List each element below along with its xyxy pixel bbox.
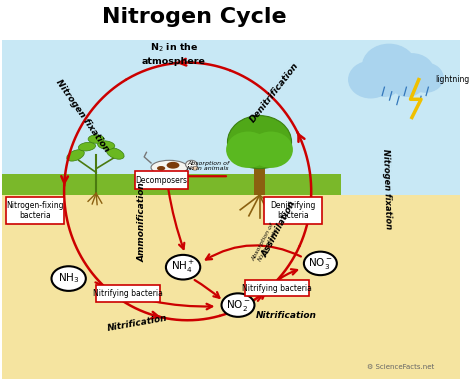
Ellipse shape	[107, 148, 124, 159]
Ellipse shape	[186, 160, 197, 169]
FancyBboxPatch shape	[264, 197, 322, 224]
FancyBboxPatch shape	[96, 285, 160, 302]
Text: Nitrification: Nitrification	[107, 313, 168, 333]
Text: Nitrifying bacteria: Nitrifying bacteria	[242, 283, 312, 293]
Text: NO$_3^-$: NO$_3^-$	[308, 256, 333, 271]
Circle shape	[390, 54, 434, 90]
Ellipse shape	[52, 266, 86, 291]
FancyBboxPatch shape	[7, 197, 64, 224]
Circle shape	[369, 70, 400, 96]
Ellipse shape	[78, 143, 96, 151]
Ellipse shape	[304, 252, 337, 275]
Ellipse shape	[166, 162, 180, 169]
Text: NH$_3$: NH$_3$	[58, 272, 79, 285]
Bar	[254, 161, 265, 195]
Circle shape	[228, 116, 292, 169]
Text: Absorption of
N₂ in plants: Absorption of N₂ in plants	[251, 222, 280, 265]
Bar	[2, 195, 460, 379]
Text: Nitrogen fixation: Nitrogen fixation	[54, 78, 111, 153]
Text: Assimilation: Assimilation	[261, 200, 298, 259]
Ellipse shape	[88, 135, 104, 143]
Text: Denitrifying
bacteria: Denitrifying bacteria	[270, 200, 316, 220]
Circle shape	[363, 44, 416, 88]
Bar	[2, 174, 341, 195]
Circle shape	[349, 61, 392, 98]
Text: NO$_2^-$: NO$_2^-$	[226, 298, 250, 313]
Text: Decomposers: Decomposers	[136, 175, 188, 185]
Ellipse shape	[221, 293, 255, 317]
Circle shape	[226, 132, 270, 168]
Text: Nitrogen Cycle: Nitrogen Cycle	[102, 7, 287, 27]
Text: Absorption of
N₂ in animals: Absorption of N₂ in animals	[187, 161, 229, 171]
Text: atmosphere: atmosphere	[142, 57, 206, 66]
Bar	[2, 40, 460, 195]
Ellipse shape	[192, 166, 198, 170]
Text: Nitrogen-fixing
bacteria: Nitrogen-fixing bacteria	[7, 200, 64, 220]
Ellipse shape	[166, 255, 200, 280]
Text: Nitrogen fixation: Nitrogen fixation	[381, 149, 392, 230]
Text: ⚙ ScienceFacts.net: ⚙ ScienceFacts.net	[367, 364, 434, 370]
Text: N$_2$ in the: N$_2$ in the	[150, 41, 198, 53]
Text: Denitrification: Denitrification	[248, 61, 301, 125]
Ellipse shape	[67, 150, 84, 161]
Text: lightning: lightning	[435, 75, 469, 84]
Ellipse shape	[98, 141, 115, 149]
FancyBboxPatch shape	[245, 280, 309, 296]
Ellipse shape	[151, 160, 188, 175]
FancyBboxPatch shape	[135, 171, 188, 189]
Circle shape	[249, 132, 293, 168]
Text: Nitrifying bacteria: Nitrifying bacteria	[93, 289, 163, 298]
Text: NH$_4^+$: NH$_4^+$	[171, 259, 195, 275]
Circle shape	[408, 63, 443, 92]
Bar	[2, 0, 460, 40]
Circle shape	[391, 69, 424, 96]
Text: Ammonification: Ammonification	[137, 182, 146, 262]
Ellipse shape	[157, 166, 165, 171]
Text: Nitrification: Nitrification	[255, 311, 317, 320]
